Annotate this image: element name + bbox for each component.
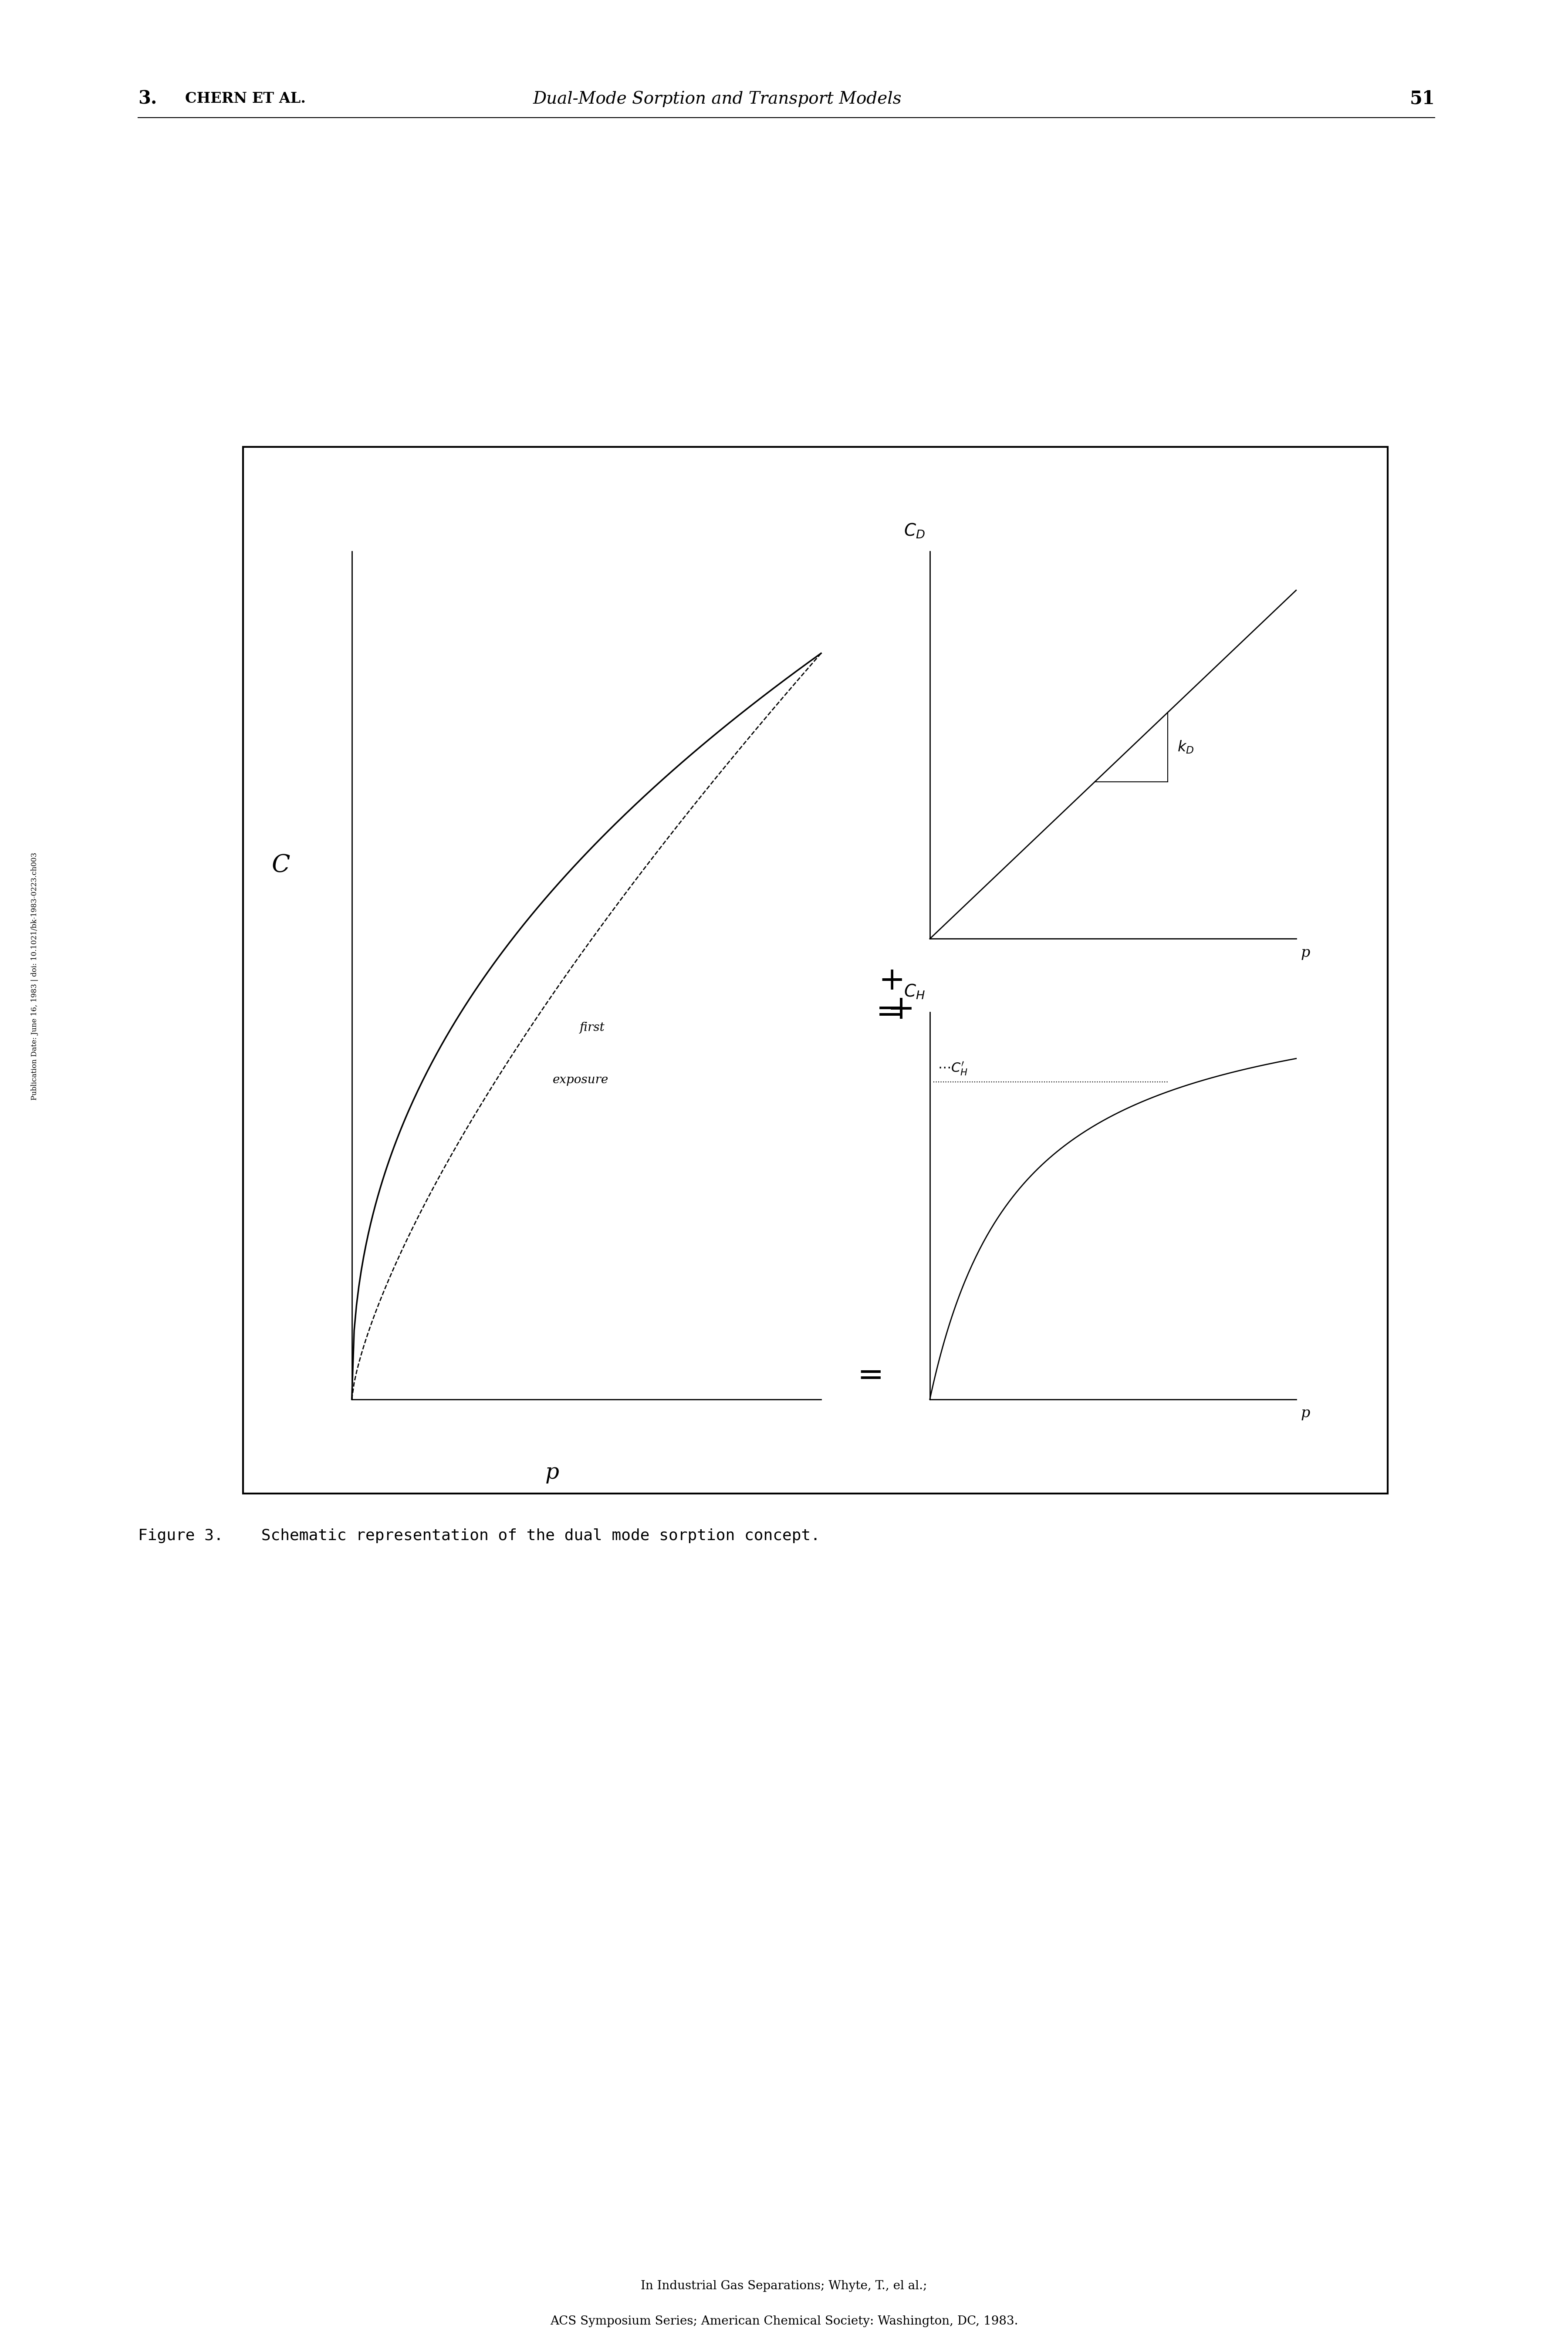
Text: Publication Date: June 16, 1983 | doi: 10.1021/bk-1983-0223.ch003: Publication Date: June 16, 1983 | doi: 1… [31,851,38,1101]
Text: first: first [580,1021,605,1033]
Text: $C_D$: $C_D$ [903,522,925,539]
Text: =: = [877,995,903,1028]
Text: Figure 3.    Schematic representation of the dual mode sorption concept.: Figure 3. Schematic representation of th… [138,1529,820,1543]
Text: exposure: exposure [554,1075,608,1087]
Text: 3.: 3. [138,89,157,108]
Text: +: + [887,993,916,1025]
Text: ACS Symposium Series; American Chemical Society: Washington, DC, 1983.: ACS Symposium Series; American Chemical … [550,2314,1018,2328]
Text: Dual-Mode Sorption and Transport Models: Dual-Mode Sorption and Transport Models [533,92,902,106]
Text: =: = [858,1359,883,1390]
Text: p: p [1301,1406,1311,1421]
Text: 51: 51 [1410,89,1435,108]
Text: In Industrial Gas Separations; Whyte, T., el al.;: In Industrial Gas Separations; Whyte, T.… [641,2281,927,2291]
Text: CHERN ET AL.: CHERN ET AL. [185,92,306,106]
Text: p: p [1301,946,1311,960]
Text: p: p [546,1463,560,1484]
Text: $k_D$: $k_D$ [1178,739,1193,755]
Text: $C_H$: $C_H$ [903,983,925,1000]
Bar [243,447,1388,1494]
Text: +: + [880,964,905,995]
Text: $\cdots C_H'$: $\cdots C_H'$ [938,1061,967,1077]
Text: C: C [271,854,290,877]
